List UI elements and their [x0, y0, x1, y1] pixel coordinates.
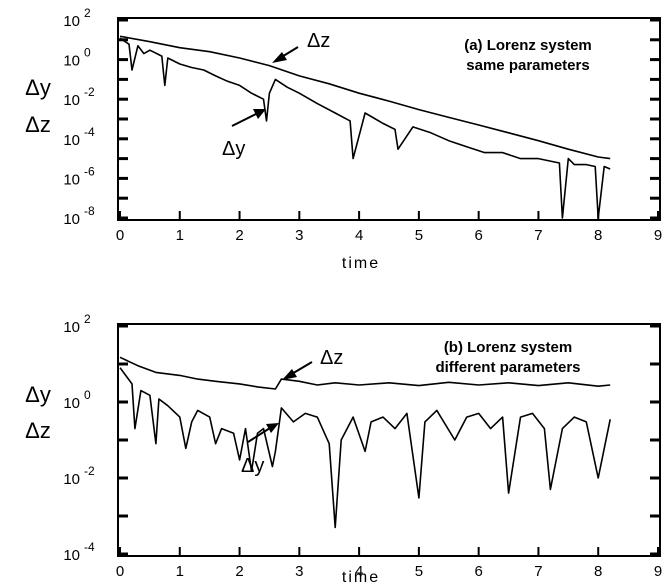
y-tick-group-b: 10 2 10 0 10 -2 10 -4 [63, 312, 660, 564]
y-tick-label: 10 [63, 53, 80, 70]
annotation-arrowhead [282, 369, 297, 380]
x-tick-label: 7 [534, 227, 542, 244]
annotation-dy-b: Δy [241, 423, 279, 477]
annotation-label-dz-a: Δz [307, 30, 330, 52]
x-tick-label: 4 [355, 227, 363, 244]
chart-subtitle-b: different parameters [435, 359, 580, 376]
y-axis-label-b-1: Δy [25, 382, 51, 407]
chart-panel-b: Δy Δz 10 2 10 0 10 -2 10 -4 0 1 2 3 4 5 6 7 8 9 time (b)… [25, 312, 662, 586]
annotation-label-dz-b: Δz [320, 347, 343, 369]
y-tick-exponent: 0 [84, 388, 91, 402]
y-axis-label-b-2: Δz [25, 418, 51, 443]
y-tick-exponent: -4 [84, 540, 95, 554]
y-tick-label: 10 [63, 92, 80, 109]
annotation-dz-a: Δz [272, 30, 330, 63]
x-tick-label: 5 [415, 227, 423, 244]
y-tick-exponent: 2 [84, 312, 91, 326]
x-tick-label: 8 [594, 563, 602, 580]
x-tick-label: 4 [355, 563, 363, 580]
series-line-dy [119, 37, 611, 219]
y-tick-label: 10 [63, 132, 80, 149]
chart-title-b: (b) Lorenz system [444, 339, 572, 356]
x-axis-label-b: time [342, 569, 380, 586]
x-tick-label: 9 [654, 563, 662, 580]
y-axis-b: Δy Δz [25, 382, 51, 443]
y-axis-a: Δy Δz [25, 75, 51, 137]
x-tick-label: 6 [474, 227, 482, 244]
y-axis-label-a-2: Δz [25, 112, 51, 137]
x-tick-group-a: 0 1 2 3 4 5 6 7 8 9 [116, 211, 662, 244]
annotation-label-dy-a: Δy [222, 138, 245, 160]
x-tick-label: 2 [235, 227, 243, 244]
x-axis-label-a: time [342, 255, 380, 272]
series-line-dy [119, 367, 611, 529]
x-tick-label: 5 [415, 563, 423, 580]
x-tick-label: 3 [295, 227, 303, 244]
x-tick-label: 6 [474, 563, 482, 580]
chart-title-a: (a) Lorenz system [464, 37, 592, 54]
y-tick-exponent: -8 [84, 204, 95, 218]
y-tick-group-a: 10 2 10 0 10 -2 10 -4 10 -6 10 -8 [63, 6, 660, 228]
annotation-arrowhead [266, 423, 279, 433]
chart-subtitle-a: same parameters [466, 57, 589, 74]
y-tick-label: 10 [63, 319, 80, 336]
y-tick-exponent: 2 [84, 6, 91, 20]
y-tick-label: 10 [63, 13, 80, 30]
y-tick-exponent: -2 [84, 464, 95, 478]
x-tick-label: 8 [594, 227, 602, 244]
x-tick-group-b: 0 1 2 3 4 5 6 7 8 9 [116, 547, 662, 580]
x-tick-label: 0 [116, 227, 124, 244]
x-tick-label: 2 [235, 563, 243, 580]
series-line-dz [119, 356, 611, 390]
x-tick-label: 0 [116, 563, 124, 580]
x-tick-label: 7 [534, 563, 542, 580]
annotation-arrowhead [272, 52, 287, 63]
annotation-dy-a: Δy [222, 109, 266, 160]
y-tick-label: 10 [63, 211, 80, 228]
series-group-a [119, 35, 611, 219]
x-tick-label: 9 [654, 227, 662, 244]
annotation-arrow-line [247, 427, 271, 443]
y-tick-exponent: 0 [84, 46, 91, 60]
annotation-dz-b: Δz [282, 347, 343, 380]
x-tick-label: 1 [176, 227, 184, 244]
y-tick-label: 10 [63, 471, 80, 488]
y-tick-exponent: -4 [84, 125, 95, 139]
series-line-dz [119, 35, 611, 160]
y-tick-exponent: -6 [84, 164, 95, 178]
annotation-arrowhead [253, 109, 266, 119]
y-tick-label: 10 [63, 395, 80, 412]
y-tick-exponent: -2 [84, 85, 95, 99]
series-group-b [119, 356, 611, 529]
y-tick-label: 10 [63, 547, 80, 564]
x-tick-label: 3 [295, 563, 303, 580]
y-tick-label: 10 [63, 171, 80, 188]
y-axis-label-a-1: Δy [25, 75, 51, 100]
x-tick-label: 1 [176, 563, 184, 580]
annotation-arrow-line [231, 113, 257, 127]
annotation-label-dy-b: Δy [241, 455, 264, 477]
